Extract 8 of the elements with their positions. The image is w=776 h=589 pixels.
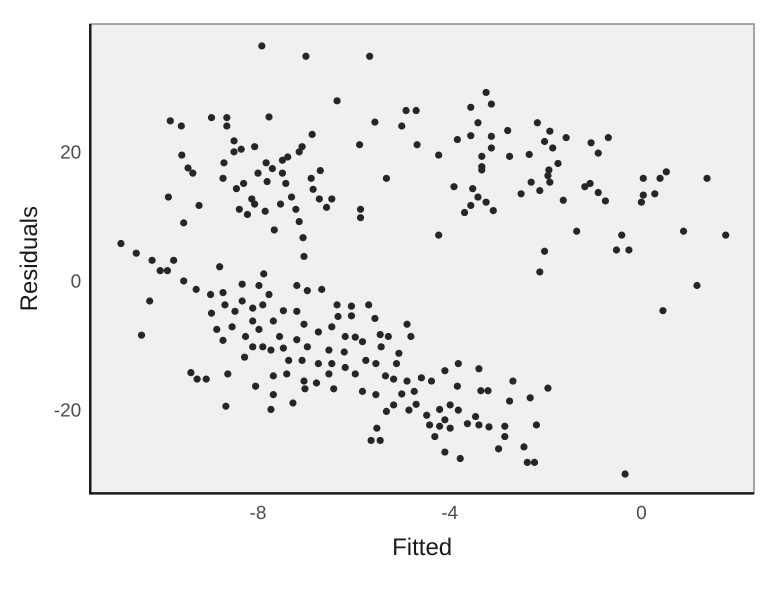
y-tick-label: 20 (60, 142, 82, 164)
x-tick-label: -8 (250, 503, 266, 524)
x-tick-label: 0 (636, 503, 647, 524)
y-tick-label: 0 (70, 272, 82, 292)
y-axis-title: Residuals (16, 206, 44, 312)
y-tick-label: -20 (54, 400, 82, 422)
x-axis-title: Fitted (392, 534, 452, 562)
x-tick-label: -4 (441, 503, 459, 524)
